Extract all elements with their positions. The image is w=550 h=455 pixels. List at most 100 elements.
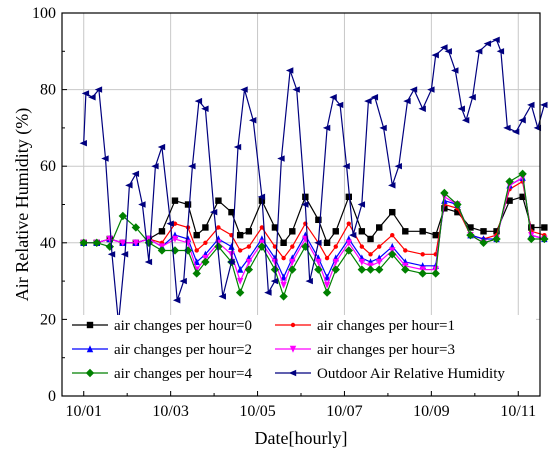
legend-label: air changes per hour=2 [114,342,252,358]
data-point [131,223,141,232]
data-point [246,244,252,249]
data-point [418,105,426,112]
data-point [431,269,440,278]
y-tick-label: 60 [40,158,56,175]
data-point [285,67,294,74]
data-point [280,273,287,281]
data-point [390,232,395,238]
legend-label: air changes per hour=0 [114,318,252,334]
legend-label: air changes per hour=4 [114,366,252,382]
data-point [277,155,285,162]
data-point [158,228,166,235]
data-point [493,228,500,235]
data-point [376,258,383,266]
data-point [170,246,180,255]
data-point [479,238,488,247]
x-tick-label: 10/03 [152,403,188,420]
data-point [368,252,373,257]
data-point [172,221,178,226]
data-point [236,277,244,285]
data-point [171,235,179,243]
data-point [244,265,254,274]
data-point [474,48,483,55]
data-point [431,51,439,59]
data-point [527,101,535,109]
data-point [259,225,265,230]
legend-marker [288,369,297,377]
data-point [389,208,396,216]
data-point [194,97,203,105]
data-point [453,200,462,209]
data-point [228,242,235,250]
data-point [323,273,331,281]
data-point [214,242,223,251]
data-point [518,169,527,179]
data-point [409,86,418,93]
data-point [461,117,470,124]
data-point [264,289,272,296]
data-point [366,265,375,274]
data-point [358,228,366,235]
data-point [492,36,500,44]
data-point [496,48,505,55]
data-point [151,163,159,170]
data-point [533,124,542,132]
data-point [201,257,210,267]
data-point [402,228,409,235]
data-point [419,228,426,235]
data-point [440,44,448,51]
data-point [401,265,410,274]
legend: air changes per hour=0 air changes per ho… [67,315,536,391]
data-point [331,265,340,274]
legend-label: Outdoor Air Relative Humidity [317,366,505,382]
data-point [335,101,344,109]
data-point [218,293,226,300]
data-point [138,201,146,208]
data-point [240,86,248,93]
data-point [480,228,487,235]
data-point [157,246,167,255]
data-point [329,94,337,101]
data-point [376,224,383,231]
data-point [237,248,243,253]
data-point [344,246,353,255]
data-point [281,255,286,261]
data-point [201,105,209,112]
data-point [188,163,196,170]
data-point [81,90,90,97]
data-point [348,231,357,239]
legend-item: Outdoor Air Relative Humidity [275,366,505,382]
y-axis-title: Air Relative Humidity (%) [12,108,33,301]
data-point [280,239,287,246]
data-point [236,265,244,273]
axis-ticks: 0 20 40 60 80 100 10/01 10/03 10/05 10/07 10/09 10/… [32,5,536,420]
data-point [270,277,279,285]
data-point [357,265,367,274]
data-point [370,94,379,101]
data-point [215,197,222,204]
data-point [305,277,313,285]
data-point [377,244,382,249]
data-point [394,163,402,170]
data-point [444,48,452,55]
series-line [83,180,545,260]
data-point [288,265,297,274]
x-axis-title: Date[hourly] [255,428,348,448]
data-point [289,258,296,266]
data-point [359,244,365,249]
data-point [457,105,465,112]
data-point [192,269,201,278]
data-point [483,40,492,47]
data-point [92,238,101,247]
data-point [179,277,187,285]
data-point [209,208,218,216]
data-point [227,258,235,266]
y-tick-label: 80 [40,82,56,99]
data-point [171,197,179,204]
legend-marker [289,345,297,353]
data-point [79,238,88,247]
legend-marker [85,368,95,378]
data-point [454,208,461,216]
data-point [94,86,103,93]
